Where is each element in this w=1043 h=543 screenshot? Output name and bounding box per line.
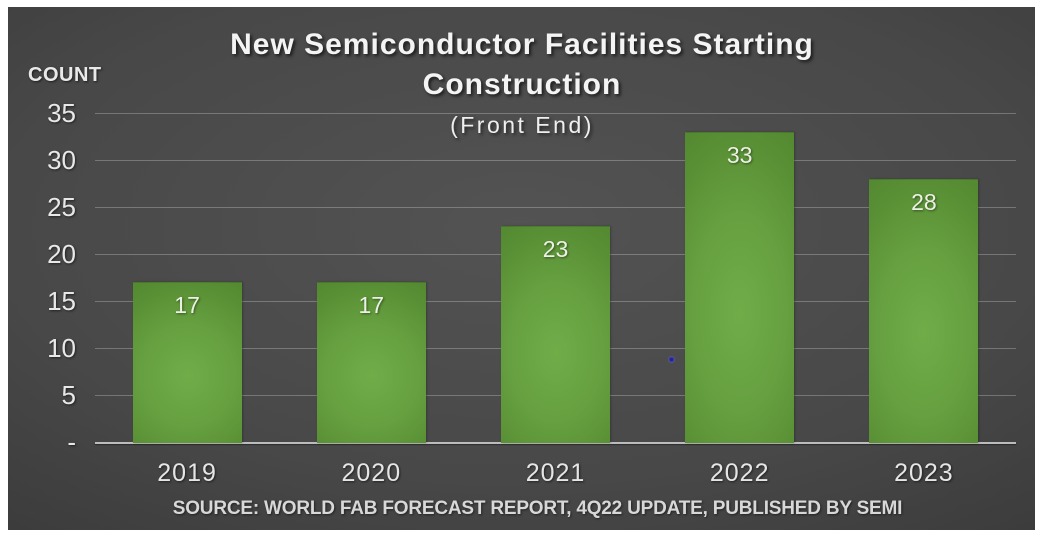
y-tick-label: 20 [47, 239, 76, 269]
bar-value-label: 17 [358, 292, 385, 319]
x-axis-line [95, 442, 1016, 444]
x-tick-label-2020: 2020 [341, 459, 402, 487]
y-axis-title: COUNT [28, 64, 102, 86]
y-tick-label: 10 [47, 333, 76, 363]
bar-2023: 28 [869, 178, 979, 443]
plot-area: 17 17 23 33 28 [95, 113, 1016, 444]
y-tick-label: 35 [47, 98, 76, 128]
bar-2022: 33 [685, 131, 795, 443]
gridline [95, 207, 1016, 208]
y-tick-label: 30 [47, 145, 76, 175]
x-tick-label-2023: 2023 [894, 459, 954, 487]
chart-title-block: New Semiconductor Facilities Starting Co… [152, 25, 892, 140]
x-tick-label-2019: 2019 [157, 459, 217, 487]
y-tick-label: - [67, 427, 76, 457]
source-caption: SOURCE: WORLD FAB FORECAST REPORT, 4Q22 … [172, 498, 903, 519]
bar-2019: 17 [132, 282, 242, 443]
chart-subtitle: (Front End) [450, 112, 594, 138]
gridline [95, 160, 1016, 161]
y-tick-label: 25 [47, 192, 76, 222]
bar-value-label: 28 [911, 188, 937, 215]
bar-value-label: 33 [726, 141, 753, 168]
bar-2020: 17 [316, 282, 426, 443]
gridline [95, 113, 1016, 114]
x-tick-label-2021: 2021 [525, 459, 586, 487]
bar-value-label: 23 [542, 235, 569, 262]
stray-blue-dot [668, 356, 675, 363]
chart-title-line-2: Construction [422, 68, 622, 101]
x-tick-label-2022: 2022 [709, 459, 770, 487]
bar-2021: 23 [501, 225, 610, 443]
y-tick-label: 15 [47, 286, 76, 316]
chart-title-line-1: New Semiconductor Facilities Starting [230, 28, 814, 61]
bar-value-label: 17 [174, 292, 200, 319]
y-tick-label: 5 [61, 380, 76, 410]
